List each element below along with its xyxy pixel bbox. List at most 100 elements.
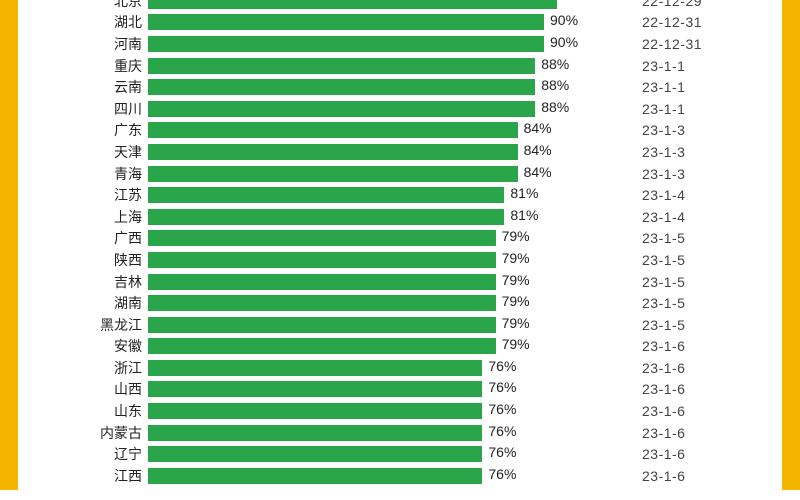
chart-row: 内蒙古76%23-1-6	[18, 422, 782, 444]
date-label: 23-1-6	[588, 360, 782, 376]
bar	[148, 122, 518, 138]
bar-area: 90%	[148, 14, 588, 30]
bar	[148, 79, 535, 95]
date-label: 23-1-6	[588, 446, 782, 462]
date-label: 22-12-31	[588, 36, 782, 52]
chart-row: 辽宁76%23-1-6	[18, 443, 782, 465]
date-label: 23-1-5	[588, 295, 782, 311]
date-label: 23-1-4	[588, 187, 782, 203]
bar	[148, 58, 535, 74]
value-label: 90%	[544, 34, 578, 50]
bar-area: 76%	[148, 381, 588, 397]
chart-row: 安徽79%23-1-6	[18, 336, 782, 358]
bar-area: 88%	[148, 101, 588, 117]
row-label: 北京	[18, 0, 148, 11]
date-label: 23-1-6	[588, 381, 782, 397]
bar-area: 76%	[148, 425, 588, 441]
date-label: 23-1-1	[588, 101, 782, 117]
row-label: 陕西	[18, 250, 148, 270]
bar-area: 84%	[148, 122, 588, 138]
bar	[148, 338, 496, 354]
value-label: 76%	[482, 466, 516, 482]
value-label: 88%	[535, 56, 569, 72]
bar-area: 88%	[148, 58, 588, 74]
chart-row: 浙江76%23-1-6	[18, 357, 782, 379]
chart-row: 青海84%23-1-3	[18, 163, 782, 185]
bar	[148, 274, 496, 290]
bar-area: 84%	[148, 144, 588, 160]
row-label: 内蒙古	[18, 423, 148, 443]
bar-area: 76%	[148, 468, 588, 484]
value-label: 76%	[482, 358, 516, 374]
value-label: 84%	[518, 142, 552, 158]
row-label: 黑龙江	[18, 315, 148, 335]
row-label: 上海	[18, 207, 148, 227]
date-label: 23-1-6	[588, 338, 782, 354]
value-label: 79%	[496, 272, 530, 288]
bar	[148, 252, 496, 268]
date-label: 23-1-3	[588, 122, 782, 138]
chart-row: 广西 79% 23-1-5	[18, 228, 782, 250]
chart-row: 吉林79%23-1-5	[18, 271, 782, 293]
chart-row: 湖北90%22-12-31	[18, 12, 782, 34]
bar-area: 81%	[148, 187, 588, 203]
value-label: 88%	[535, 99, 569, 115]
date-label: 23-1-6	[588, 425, 782, 441]
chart-panel: 北京22-12-29湖北90%22-12-31河南90%22-12-31重庆88…	[18, 0, 782, 490]
chart-row: 上海 81% 23-1-4	[18, 206, 782, 228]
value-label: 76%	[482, 401, 516, 417]
row-label: 河南	[18, 34, 148, 54]
row-label: 云南	[18, 77, 148, 97]
value-label: 81%	[504, 185, 538, 201]
row-label: 广西	[18, 228, 148, 248]
bar-area: 88%	[148, 79, 588, 95]
chart-row: 黑龙江 79% 23-1-5	[18, 314, 782, 336]
date-label: 23-1-5	[588, 230, 782, 246]
chart-row: 江西76%23-1-6	[18, 465, 782, 487]
bar	[148, 36, 544, 52]
bar	[148, 187, 504, 203]
row-label: 青海	[18, 164, 148, 184]
value-label: 81%	[504, 207, 538, 223]
value-label: 84%	[518, 120, 552, 136]
date-label: 22-12-31	[588, 14, 782, 30]
bar	[148, 166, 518, 182]
bar-area: 79%	[148, 274, 588, 290]
bar	[148, 230, 496, 246]
bar	[148, 425, 482, 441]
bar	[148, 446, 482, 462]
chart-row: 山东76%23-1-6	[18, 400, 782, 422]
value-label: 79%	[496, 336, 530, 352]
row-label: 重庆	[18, 56, 148, 76]
bar-area: 79%	[148, 317, 588, 333]
value-label: 84%	[518, 164, 552, 180]
bar-area: 76%	[148, 446, 588, 462]
row-label: 山东	[18, 401, 148, 421]
bar	[148, 295, 496, 311]
outer-frame: 北京22-12-29湖北90%22-12-31河南90%22-12-31重庆88…	[0, 0, 800, 490]
value-label: 90%	[544, 12, 578, 28]
bar-area: 79%	[148, 230, 588, 246]
row-label: 山西	[18, 379, 148, 399]
date-label: 23-1-1	[588, 79, 782, 95]
bar	[148, 317, 496, 333]
value-label: 76%	[482, 379, 516, 395]
chart-row: 四川88%23-1-1	[18, 98, 782, 120]
bar-area: 81%	[148, 209, 588, 225]
bar-area: 76%	[148, 403, 588, 419]
bar-area: 84%	[148, 166, 588, 182]
bar-area: 90%	[148, 36, 588, 52]
chart-row: 重庆88%23-1-1	[18, 55, 782, 77]
bar	[148, 403, 482, 419]
value-label: 79%	[496, 315, 530, 331]
value-label: 79%	[496, 228, 530, 244]
date-label: 22-12-29	[588, 0, 782, 9]
date-label: 23-1-5	[588, 317, 782, 333]
date-label: 23-1-5	[588, 274, 782, 290]
bar-area: 76%	[148, 360, 588, 376]
bar-area: 79%	[148, 338, 588, 354]
row-label: 湖南	[18, 293, 148, 313]
chart-row: 湖南79%23-1-5	[18, 292, 782, 314]
date-label: 23-1-4	[588, 209, 782, 225]
chart-row: 陕西79%23-1-5	[18, 249, 782, 271]
